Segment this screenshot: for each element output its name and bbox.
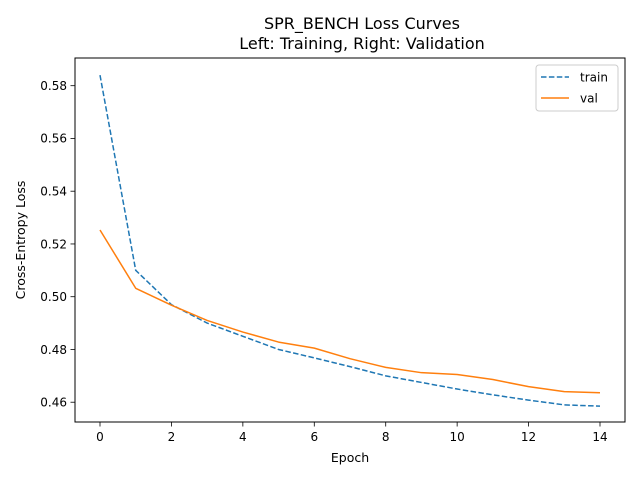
y-axis-ticks: 0.46 0.48 0.50 0.52 0.54 0.56 0.58 <box>40 79 75 410</box>
y-tick-label: 0.56 <box>40 132 67 146</box>
series-line-val <box>99 229 601 394</box>
y-tick-label: 0.54 <box>40 185 67 199</box>
legend-label-train: train <box>580 70 608 84</box>
y-tick-label: 0.48 <box>40 343 67 357</box>
x-axis-label: Epoch <box>331 450 369 465</box>
chart-title: SPR_BENCH Loss Curves <box>264 14 460 34</box>
plot-lines <box>99 75 601 407</box>
x-tick-label: 14 <box>592 430 607 444</box>
x-tick-label: 6 <box>310 430 318 444</box>
x-tick-label: 8 <box>382 430 390 444</box>
x-axis-ticks: 0 2 4 6 8 10 12 14 <box>96 422 608 444</box>
series-line-train <box>99 75 601 407</box>
legend-label-val: val <box>580 91 598 105</box>
legend: train val <box>535 64 619 112</box>
y-tick-label: 0.46 <box>40 396 67 410</box>
y-tick-label: 0.50 <box>40 290 67 304</box>
x-tick-label: 0 <box>96 430 104 444</box>
x-tick-label: 10 <box>450 430 465 444</box>
x-tick-label: 4 <box>239 430 247 444</box>
chart-subtitle: Left: Training, Right: Validation <box>239 34 485 53</box>
x-tick-label: 2 <box>168 430 176 444</box>
plot-area-frame <box>74 57 626 423</box>
legend-frame <box>535 64 619 112</box>
y-axis-label: Cross-Entropy Loss <box>13 181 28 300</box>
x-tick-label: 12 <box>521 430 536 444</box>
y-tick-label: 0.58 <box>40 79 67 93</box>
y-tick-label: 0.52 <box>40 237 67 251</box>
